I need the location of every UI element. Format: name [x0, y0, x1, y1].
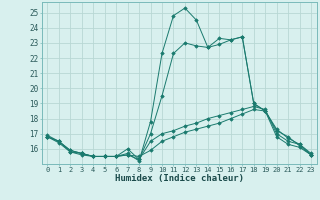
X-axis label: Humidex (Indice chaleur): Humidex (Indice chaleur) [115, 174, 244, 183]
